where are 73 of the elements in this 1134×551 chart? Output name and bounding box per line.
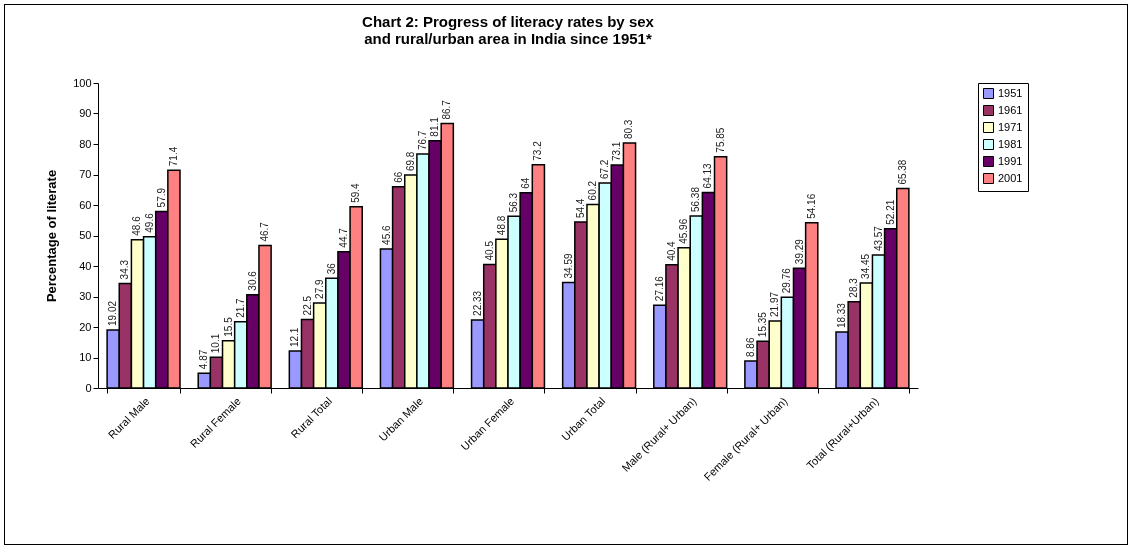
data-label: 8.86 bbox=[744, 337, 756, 357]
data-label: 67.2 bbox=[599, 159, 611, 180]
data-label: 69.8 bbox=[404, 151, 416, 172]
data-label: 56.3 bbox=[508, 192, 520, 213]
data-label: 27.9 bbox=[313, 279, 325, 299]
y-axis-title: Percentage of literate bbox=[44, 169, 60, 303]
data-label: 43.57 bbox=[872, 225, 884, 252]
data-label: 22.33 bbox=[471, 290, 483, 316]
data-label: 30.6 bbox=[246, 270, 258, 291]
data-label: 59.4 bbox=[350, 182, 362, 203]
y-tick-label: 10 bbox=[79, 351, 92, 363]
y-tick-label: 20 bbox=[79, 320, 92, 333]
y-tick-label: 80 bbox=[79, 137, 92, 150]
data-label: 80.3 bbox=[623, 119, 635, 140]
data-label: 18.33 bbox=[836, 302, 848, 329]
data-label: 40.4 bbox=[666, 240, 677, 261]
data-label: 29.76 bbox=[781, 267, 793, 294]
data-label: 66 bbox=[392, 171, 404, 183]
data-label: 34.45 bbox=[860, 253, 872, 279]
y-tick-label: 60 bbox=[79, 198, 92, 211]
data-label: 15.5 bbox=[222, 316, 234, 337]
y-tick-label: 50 bbox=[79, 229, 92, 241]
data-label: 49.6 bbox=[143, 212, 155, 233]
data-label: 4.87 bbox=[198, 349, 210, 370]
data-label: 76.7 bbox=[416, 130, 428, 151]
data-label: 45.6 bbox=[380, 225, 392, 245]
y-tick-label: 100 bbox=[73, 76, 92, 89]
chart-title: Chart 2: Progress of literacy rates by sex and rural/urban area in India since 1951* bbox=[362, 13, 655, 47]
data-label: 34.59 bbox=[562, 253, 574, 279]
data-label: 39.29 bbox=[793, 238, 805, 265]
data-label: 71.4 bbox=[167, 146, 179, 167]
data-label: 40.5 bbox=[483, 240, 495, 261]
data-label: 10.1 bbox=[210, 333, 222, 354]
data-label: 52.21 bbox=[884, 199, 896, 225]
data-label: 57.9 bbox=[155, 187, 167, 208]
data-label: 75.85 bbox=[714, 127, 726, 153]
legend-label: 1971 bbox=[998, 120, 1023, 133]
y-tick-label: 90 bbox=[79, 107, 92, 119]
y-tick-label: 40 bbox=[79, 259, 92, 272]
data-label: 12.1 bbox=[289, 327, 301, 348]
data-label: 44.7 bbox=[338, 227, 349, 248]
data-label: 73.1 bbox=[611, 141, 623, 162]
legend-label: 1961 bbox=[998, 103, 1023, 116]
data-label: 34.3 bbox=[119, 259, 131, 280]
data-label: 48.6 bbox=[131, 215, 143, 236]
data-label: 21.7 bbox=[234, 297, 246, 318]
data-label: 65.38 bbox=[896, 159, 908, 185]
data-label: 86.7 bbox=[441, 99, 453, 120]
data-label: 81.1 bbox=[429, 116, 441, 137]
legend-label: 1951 bbox=[998, 86, 1023, 99]
data-label: 54.16 bbox=[805, 193, 817, 219]
data-label: 36 bbox=[325, 262, 337, 275]
legend-label: 2001 bbox=[998, 171, 1023, 184]
data-label: 15.35 bbox=[757, 311, 769, 338]
legend-label: 1991 bbox=[998, 154, 1023, 167]
y-tick-label: 0 bbox=[85, 381, 92, 394]
data-label: 60.2 bbox=[587, 180, 599, 201]
data-label: 73.2 bbox=[532, 140, 544, 161]
data-label: 28.3 bbox=[848, 277, 860, 298]
data-label: 27.16 bbox=[653, 275, 665, 302]
data-label: 19.02 bbox=[107, 300, 119, 326]
y-tick-label: 30 bbox=[79, 290, 92, 302]
data-label: 46.7 bbox=[259, 221, 271, 242]
y-tick-label: 70 bbox=[79, 168, 92, 180]
data-label: 21.97 bbox=[769, 291, 781, 317]
data-label: 45.96 bbox=[678, 218, 690, 244]
data-label: 22.5 bbox=[301, 295, 313, 316]
data-label: 56.38 bbox=[690, 186, 702, 213]
data-label: 64 bbox=[520, 177, 532, 189]
legend-label: 1981 bbox=[998, 137, 1023, 150]
data-label: 48.8 bbox=[495, 215, 507, 236]
data-label: 54.4 bbox=[574, 198, 586, 219]
data-label: 64.13 bbox=[702, 162, 714, 189]
